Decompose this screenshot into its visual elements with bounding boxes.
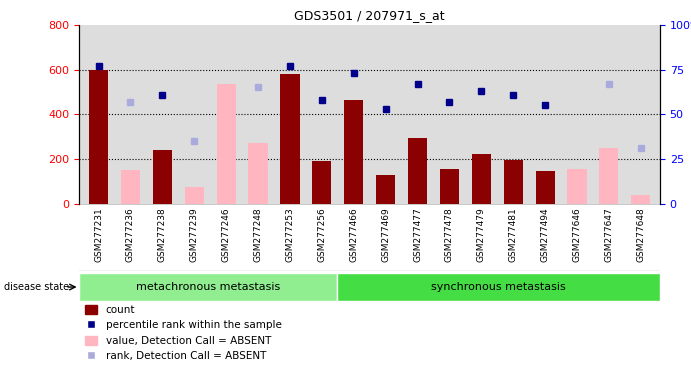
Text: GSM277479: GSM277479 (477, 207, 486, 262)
Bar (599, 148, 618, 204)
Text: GSM277481: GSM277481 (509, 207, 518, 262)
Text: GSM277466: GSM277466 (349, 207, 358, 262)
Bar (121, 170, 140, 204)
Text: GSM277231: GSM277231 (94, 207, 103, 262)
Title: GDS3501 / 207971_s_at: GDS3501 / 207971_s_at (294, 9, 445, 22)
Text: metachronous metastasis: metachronous metastasis (136, 282, 281, 292)
Text: GSM277238: GSM277238 (158, 207, 167, 262)
Text: GSM277648: GSM277648 (636, 207, 645, 262)
Text: GSM277248: GSM277248 (254, 207, 263, 262)
Text: GSM277647: GSM277647 (605, 207, 614, 262)
Text: GSM277236: GSM277236 (126, 207, 135, 262)
Bar (89, 70, 108, 204)
Bar (472, 154, 491, 204)
Bar (567, 169, 587, 204)
Bar (312, 161, 332, 204)
Bar (536, 171, 555, 204)
Bar (153, 150, 172, 204)
Bar (376, 174, 395, 204)
Legend: count, percentile rank within the sample, value, Detection Call = ABSENT, rank, : count, percentile rank within the sample… (85, 305, 281, 361)
Bar (504, 160, 523, 204)
Text: GSM277246: GSM277246 (222, 207, 231, 262)
Bar (281, 74, 299, 204)
Bar (337, 273, 660, 301)
Bar (216, 84, 236, 204)
Text: disease state: disease state (4, 282, 69, 292)
Text: GSM277256: GSM277256 (317, 207, 326, 262)
Text: GSM277239: GSM277239 (190, 207, 199, 262)
Text: GSM277478: GSM277478 (445, 207, 454, 262)
Bar (249, 143, 267, 204)
Bar (440, 169, 459, 204)
Bar (79, 273, 337, 301)
Text: GSM277494: GSM277494 (540, 207, 549, 262)
Text: GSM277646: GSM277646 (572, 207, 582, 262)
Bar (408, 138, 427, 204)
Bar (631, 195, 650, 204)
Bar (344, 100, 363, 204)
Bar (184, 187, 204, 204)
Text: synchronous metastasis: synchronous metastasis (431, 282, 566, 292)
Text: GSM277253: GSM277253 (285, 207, 294, 262)
Text: GSM277477: GSM277477 (413, 207, 422, 262)
Text: GSM277469: GSM277469 (381, 207, 390, 262)
